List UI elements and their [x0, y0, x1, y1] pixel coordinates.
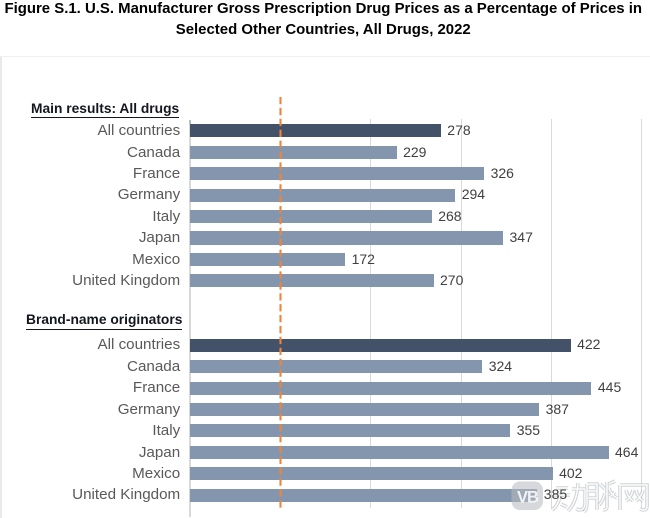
svg-text:VB: VB [517, 489, 539, 507]
